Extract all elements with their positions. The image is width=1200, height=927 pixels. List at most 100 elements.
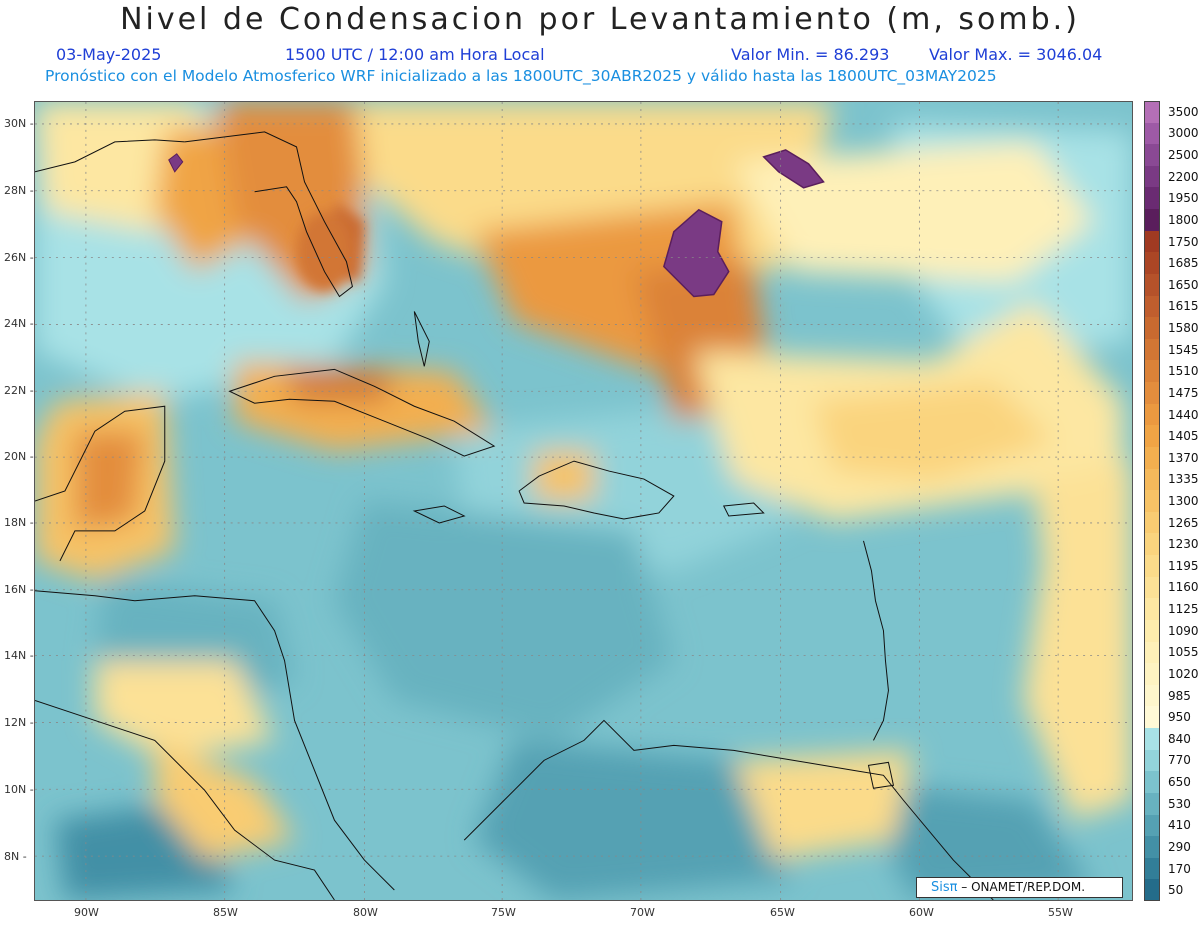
lat-label: 10N -: [4, 783, 34, 796]
coast-jamaica: [412, 505, 466, 524]
lat-label: 8N -: [4, 850, 27, 863]
valid-time: 1500 UTC / 12:00 am Hora Local: [285, 45, 545, 64]
colorbar-swatch: [1144, 144, 1160, 167]
colorbar-swatch: [1144, 576, 1160, 599]
colorbar-label: 1020: [1168, 666, 1199, 681]
colorbar-swatch: [1144, 771, 1160, 794]
colorbar-label: 1685: [1168, 256, 1199, 271]
colorbar-label: 1650: [1168, 277, 1199, 292]
valid-date: 03-May-2025: [56, 45, 162, 64]
lcl-map: [34, 101, 1133, 901]
colorbar-swatch: [1144, 382, 1160, 405]
colorbar-swatch: [1144, 425, 1160, 448]
colorbar-swatch: [1144, 446, 1160, 470]
colorbar-label: 410: [1168, 818, 1191, 833]
forecast-description: Pronóstico con el Modelo Atmosferico WRF…: [45, 67, 997, 85]
colorbar-swatch: [1144, 663, 1160, 686]
colorbar-swatch: [1144, 684, 1160, 707]
colorbar-label: 650: [1168, 775, 1191, 790]
colorbar-label: 1750: [1168, 234, 1199, 249]
colorbar-swatch: [1144, 879, 1160, 902]
lat-label: 20N -: [4, 450, 34, 463]
coast-gulf: [35, 139, 185, 173]
colorbar-swatch: [1144, 814, 1160, 837]
lon-label: 80W: [353, 906, 378, 919]
colorbar-swatch: [1144, 706, 1160, 729]
colorbar-label: 1230: [1168, 537, 1199, 552]
colorbar-label: 1055: [1168, 645, 1199, 660]
colorbar-swatch: [1144, 273, 1160, 297]
colorbar-swatch: [1144, 490, 1160, 513]
sispi-logo-text: Sisπ: [931, 880, 958, 895]
coast-yucatan: [35, 405, 166, 562]
colorbar-label: 1090: [1168, 623, 1199, 638]
lon-label: 85W: [213, 906, 238, 919]
colorbar-swatch: [1144, 295, 1160, 318]
colorbar-label: 1440: [1168, 407, 1199, 422]
coast-pacific: [35, 700, 335, 900]
colorbar-swatch: [1144, 511, 1160, 534]
colorbar-label: 3500: [1168, 104, 1199, 119]
colorbar-swatch: [1144, 749, 1160, 772]
colorbar-label: 1370: [1168, 450, 1199, 465]
graticule: [35, 102, 1132, 900]
lat-label: 24N -: [4, 317, 34, 330]
coast-puerto-rico: [722, 502, 765, 517]
colorbar-swatch: [1144, 101, 1160, 124]
coast-hispaniola: [518, 460, 675, 520]
field-highs: [296, 201, 365, 292]
colorbar-label: 1510: [1168, 364, 1199, 379]
colorbar-label: 1800: [1168, 212, 1199, 227]
lat-label: 18N -: [4, 516, 34, 529]
max-cell-northeast: [762, 149, 825, 189]
colorbar-label: 2500: [1168, 148, 1199, 163]
colorbar-swatch: [1144, 619, 1160, 643]
colorbar-swatch: [1144, 468, 1160, 491]
colorbar-swatch: [1144, 165, 1160, 188]
colorbar-swatch: [1144, 403, 1160, 426]
colorbar-swatch: [1144, 836, 1160, 859]
colorbar-label: 1125: [1168, 602, 1199, 617]
max-value: Valor Max. = 3046.04: [929, 45, 1103, 64]
colorbar-label: 530: [1168, 796, 1191, 811]
colorbar-label: 1545: [1168, 342, 1199, 357]
map-title: Nivel de Condensacion por Levantamiento …: [120, 2, 1080, 37]
organization-text: – ONAMET/REP.DOM.: [961, 880, 1086, 894]
colorbar-label: 1950: [1168, 191, 1199, 206]
colorbar-label: 1195: [1168, 558, 1199, 573]
lat-label: 22N -: [4, 384, 34, 397]
coast-south-america: [463, 719, 994, 900]
colorbar-label: 1265: [1168, 515, 1199, 530]
colorbar-label: 950: [1168, 710, 1191, 725]
colorbar-label: 3000: [1168, 126, 1199, 141]
colorbar-label: 1335: [1168, 472, 1199, 487]
lon-label: 65W: [770, 906, 795, 919]
colorbar-swatch: [1144, 641, 1160, 664]
colorbar-label: 840: [1168, 731, 1191, 746]
colorbar-label: 1580: [1168, 321, 1199, 336]
colorbar-label: 290: [1168, 839, 1191, 854]
coast-lesser-antilles: [863, 540, 889, 741]
colorbar-swatch: [1144, 728, 1160, 751]
lon-label: 90W: [74, 906, 99, 919]
colorbar-swatch: [1144, 598, 1160, 621]
colorbar-swatch: [1144, 230, 1160, 253]
colorbar-swatch: [1144, 252, 1160, 275]
coast-bahamas: [413, 311, 430, 367]
lat-label: 14N -: [4, 649, 34, 662]
colorbar-label: 2200: [1168, 169, 1199, 184]
colorbar-swatch: [1144, 533, 1160, 556]
lat-label: 28N -: [4, 184, 34, 197]
lon-label: 70W: [630, 906, 655, 919]
lat-label: 12N -: [4, 716, 34, 729]
colorbar-label: 770: [1168, 753, 1191, 768]
colorbar: 3500 3000 2500 2200 1950 1800 1750 1685 1650 1615…: [1144, 101, 1200, 902]
colorbar-label: 1615: [1168, 299, 1199, 314]
credit-box: Sisπ – ONAMET/REP.DOM.: [916, 877, 1123, 898]
coast-florida: [184, 131, 353, 298]
colorbar-swatch: [1144, 792, 1160, 815]
min-value: Valor Min. = 86.293: [731, 45, 890, 64]
lat-label: 30N -: [4, 117, 34, 130]
colorbar-label: 50: [1168, 883, 1184, 898]
lon-label: 60W: [909, 906, 934, 919]
